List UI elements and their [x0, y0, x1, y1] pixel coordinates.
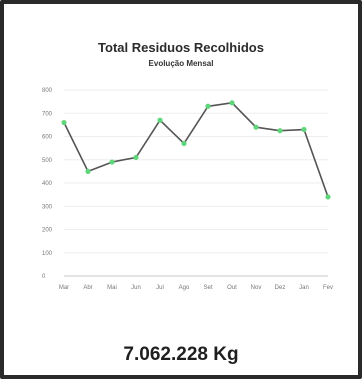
x-tick-label-set: Set: [203, 285, 212, 291]
data-point: [181, 140, 187, 147]
data-point: [133, 154, 139, 161]
x-tick-label-nov: Nov: [251, 285, 262, 291]
y-tick-label: 100: [42, 251, 53, 257]
data-point: [253, 124, 259, 130]
x-tick-label-mai: Mai: [107, 285, 117, 291]
data-point: [229, 100, 235, 106]
y-tick-label: 700: [42, 111, 53, 117]
y-tick-label: 200: [42, 228, 53, 234]
series-line: [63, 101, 329, 198]
x-tick-label-abr: Abr: [83, 285, 92, 291]
y-tick-label: 600: [42, 135, 53, 141]
chart-subtitle: Evolução Mensal: [148, 59, 214, 68]
y-tick-label: 800: [42, 88, 53, 94]
chart-title: Total Residuos Recolhidos: [98, 40, 264, 55]
x-tick-label-jan: Jan: [299, 285, 309, 291]
data-point: [277, 128, 283, 134]
data-point: [109, 159, 115, 165]
data-point: [301, 126, 307, 133]
data-point: [61, 119, 67, 126]
x-tick-label-ago: Ago: [179, 285, 190, 291]
x-tick-label-fev: Fev: [323, 285, 333, 291]
y-tick-label: 300: [42, 204, 53, 210]
x-tick-label-dez: Dez: [275, 285, 286, 291]
data-point: [205, 103, 211, 109]
x-tick-label-out: Out: [227, 285, 237, 291]
data-point: [85, 168, 91, 174]
y-tick-label: 400: [42, 181, 53, 187]
data-point: [325, 194, 331, 200]
x-tick-label-jul: Jul: [156, 285, 164, 291]
x-tick-label-jun: Jun: [131, 285, 141, 291]
total-weight: 7.062.228 Kg: [123, 344, 239, 365]
line-chart: 0 100 200 300 400 500 600 700 800 Mar Abr Mai Jun Jul…: [42, 88, 333, 291]
x-tick-label-mar: Mar: [59, 285, 69, 291]
data-point: [157, 117, 163, 123]
y-tick-label: 500: [42, 158, 53, 164]
y-tick-label: 0: [42, 274, 46, 280]
